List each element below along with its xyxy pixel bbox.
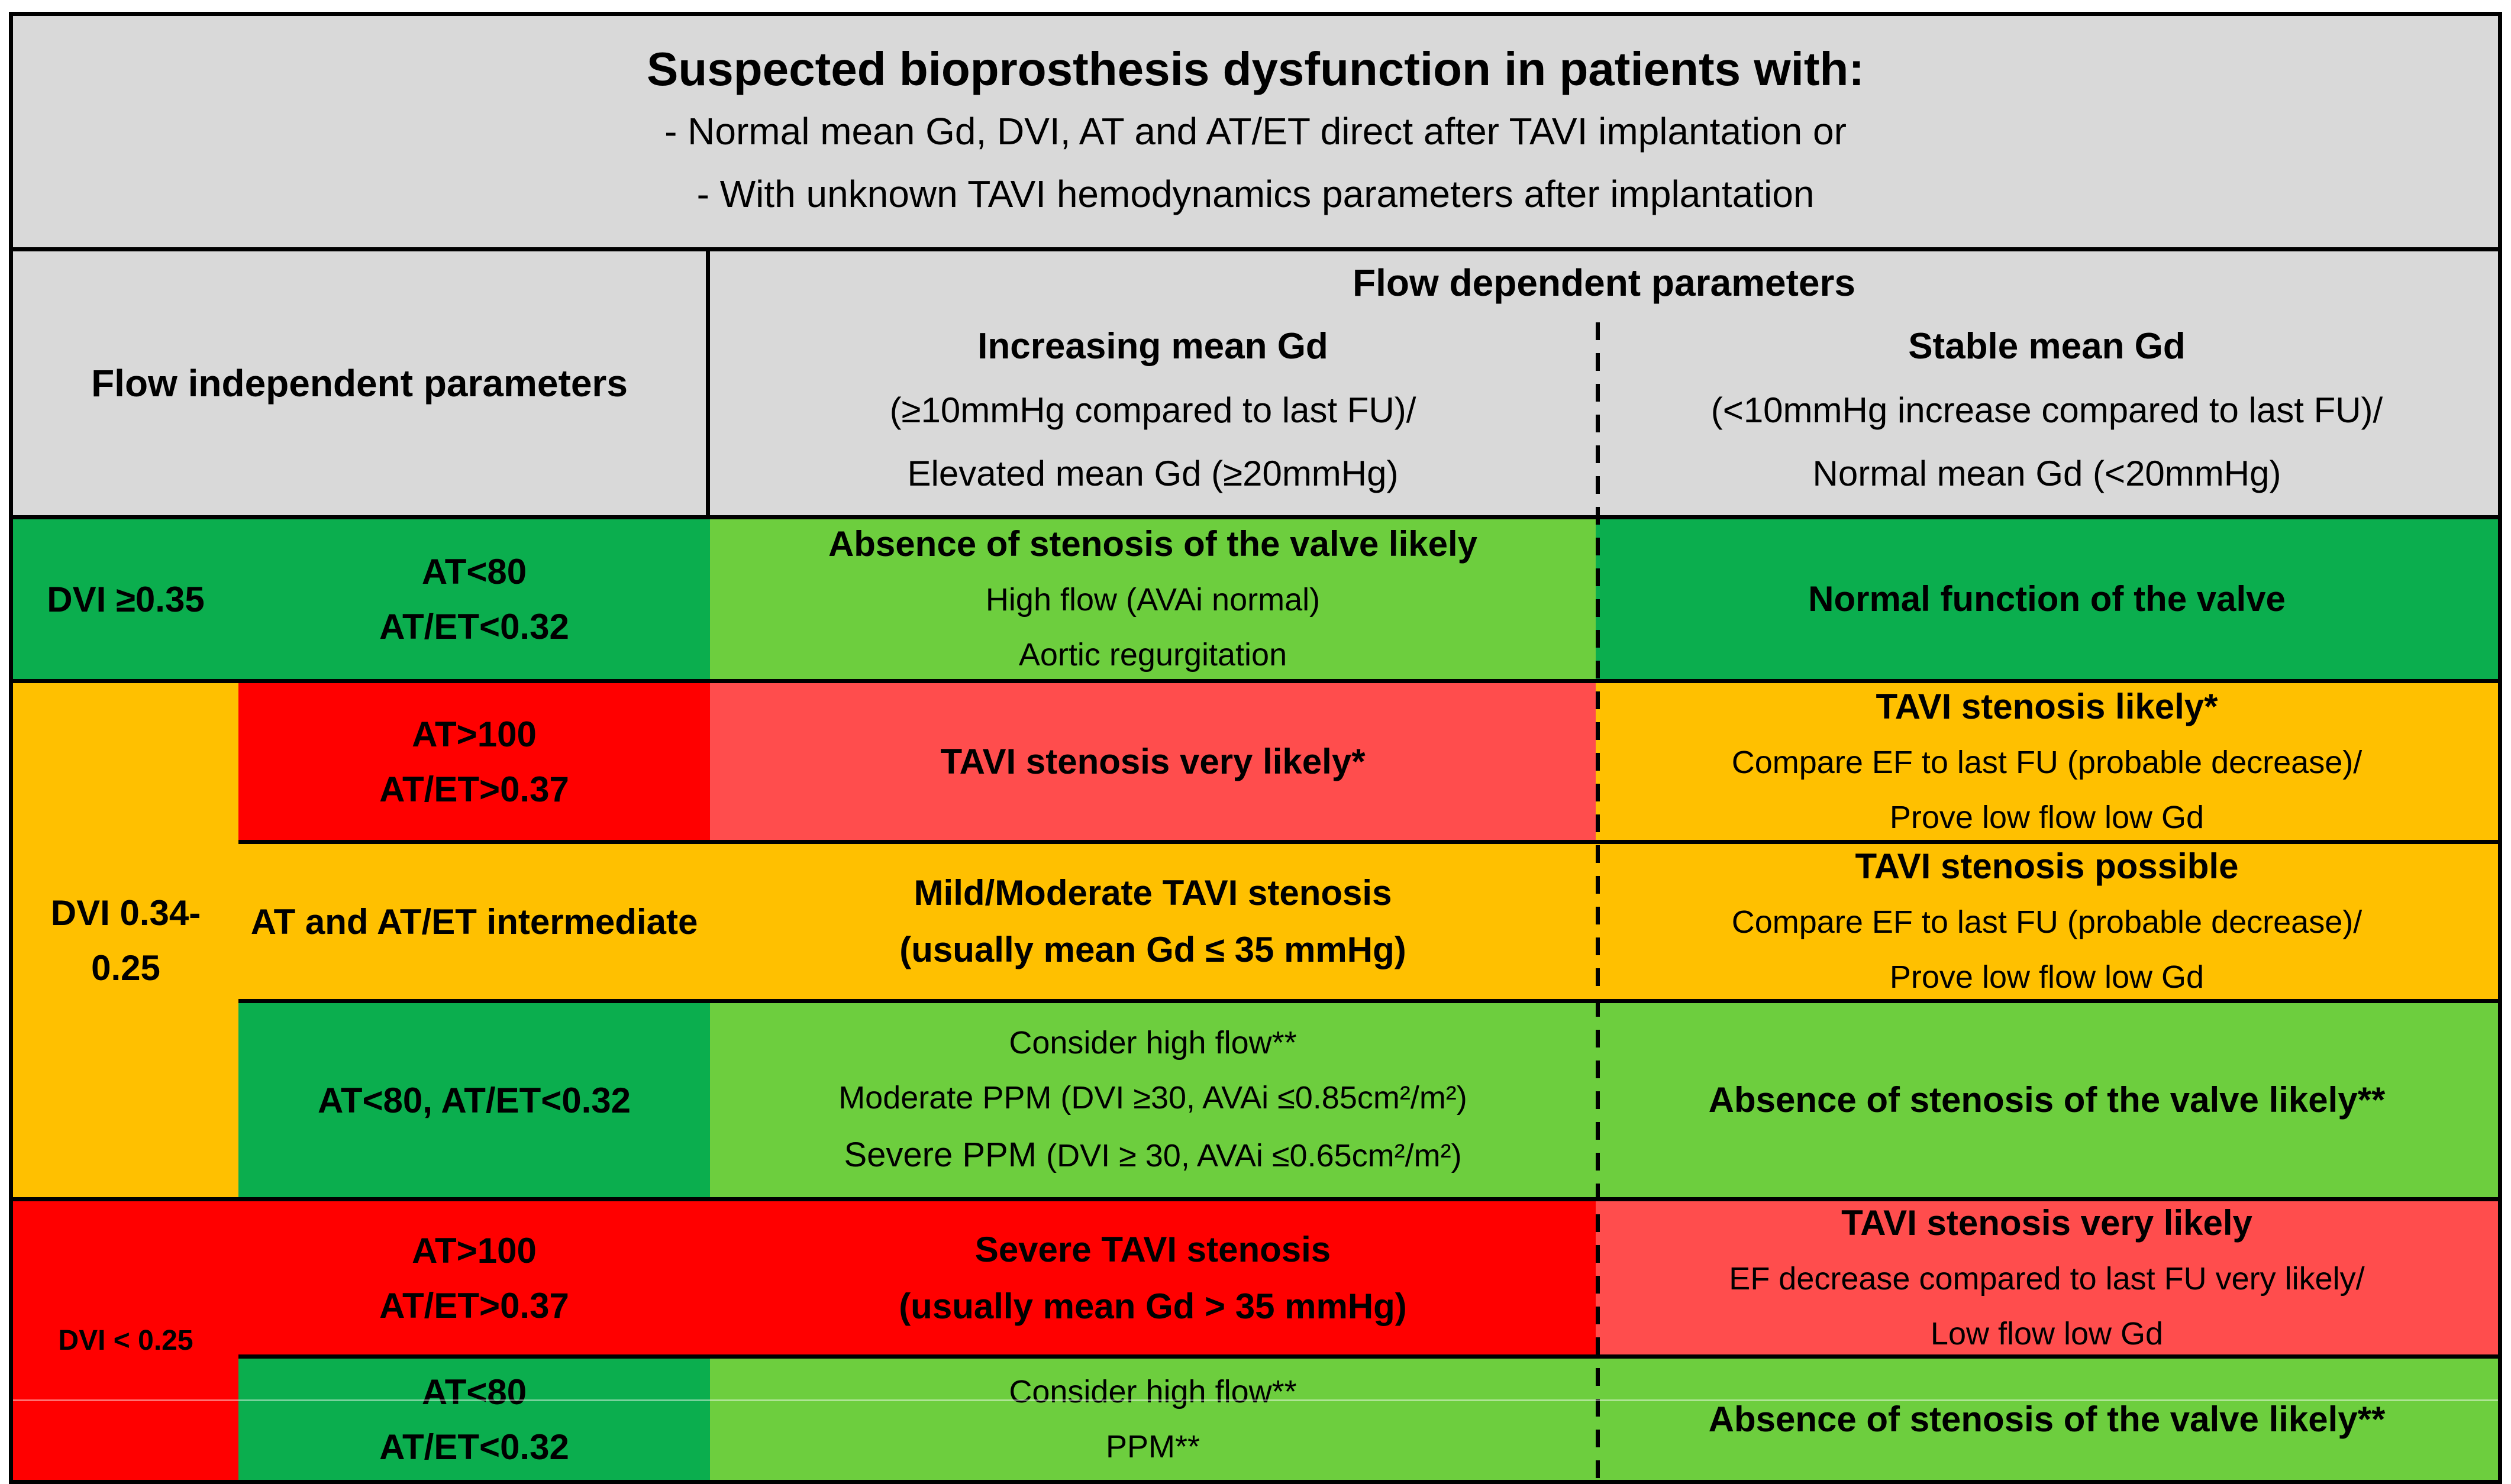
page-title: Suspected bioprosthesis dysfunction in p… <box>647 43 1864 96</box>
flow-dependent-label: Flow dependent parameters <box>1353 261 1855 304</box>
cell-r2a-at-criteria: AT>100 AT/ET>0.37 <box>238 683 710 844</box>
stable-gd-line3: Normal mean Gd (<20mmHg) <box>1812 454 2281 494</box>
dashed-column-divider <box>1596 322 1600 1480</box>
r3b-at-line1: AT<80 <box>421 1372 527 1412</box>
increasing-gd-line3: Elevated mean Gd (≥20mmHg) <box>907 454 1399 494</box>
cell-r2c-increasing-result: Consider high flow** Moderate PPM (DVI ≥… <box>710 1003 1596 1201</box>
r1-mid-line2: High flow (AVAi normal) <box>985 582 1321 618</box>
cell-r2b-increasing-result: Mild/Moderate TAVI stenosis (usually mea… <box>710 844 1596 1003</box>
header-stable-gd: Stable mean Gd (<10mmHg increase compare… <box>1596 305 2498 515</box>
r2-dvi-line1: DVI 0.34- <box>50 893 201 933</box>
cell-r3-dvi-label: DVI < 0.25 <box>13 1201 238 1480</box>
r2c-mid-line3-rest: (DVI ≥ 30, AVAi ≤0.65cm²/m²) <box>1046 1138 1462 1173</box>
cell-r2b-stable-result: TAVI stenosis possible Compare EF to las… <box>1596 844 2498 1003</box>
cell-r3b-stable-result: Absence of stenosis of the valve likely*… <box>1596 1359 2498 1480</box>
cell-r1-at-criteria: AT<80 AT/ET<0.32 <box>238 519 710 683</box>
increasing-gd-title: Increasing mean Gd <box>977 326 1328 367</box>
r3b-mid-line2: PPM** <box>1105 1428 1200 1464</box>
cell-r3b-at-criteria: AT<80 AT/ET<0.32 <box>238 1359 710 1480</box>
r2b-right-title: TAVI stenosis possible <box>1855 846 2239 887</box>
title-bullet-2: - With unknown TAVI hemodynamics paramet… <box>696 172 1815 215</box>
r1-mid-title: Absence of stenosis of the valve likely <box>828 524 1478 564</box>
cell-r1-increasing-result: Absence of stenosis of the valve likely … <box>710 519 1596 683</box>
flow-independent-label: Flow independent parameters <box>91 362 628 405</box>
flow-dependent-subheaders: Increasing mean Gd (≥10mmHg compared to … <box>710 305 2498 515</box>
stable-gd-title: Stable mean Gd <box>1908 326 2186 367</box>
stable-gd-line2: (<10mmHg increase compared to last FU)/ <box>1710 390 2383 431</box>
r2c-mid-line2: Moderate PPM (DVI ≥30, AVAi ≤0.85cm²/m²) <box>838 1080 1467 1116</box>
r3a-right-line3: Low flow low Gd <box>1930 1315 2164 1352</box>
cell-r3a-increasing-result: Severe TAVI stenosis (usually mean Gd > … <box>710 1201 1596 1359</box>
cell-r2b-at-criteria: AT and AT/ET intermediate <box>238 844 710 1003</box>
r2c-mid-line1: Consider high flow** <box>1009 1025 1297 1061</box>
title-block: Suspected bioprosthesis dysfunction in p… <box>13 16 2498 251</box>
r2b-right-line2: Compare EF to last FU (probable decrease… <box>1731 904 2362 940</box>
r2b-right-line3: Prove low flow low Gd <box>1889 959 2205 995</box>
r3a-right-line2: EF decrease compared to last FU very lik… <box>1729 1260 2365 1297</box>
r3b-right-title: Absence of stenosis of the valve likely*… <box>1708 1399 2386 1439</box>
r2b-mid-title: Mild/Moderate TAVI stenosis <box>914 873 1392 913</box>
cell-r2c-at-criteria: AT<80, AT/ET<0.32 <box>238 1003 710 1201</box>
cell-r1-stable-result: Normal function of the valve <box>1596 519 2498 683</box>
r2b-mid-line2: (usually mean Gd ≤ 35 mmHg) <box>899 930 1406 969</box>
cell-r3a-stable-result: TAVI stenosis very likely EF decrease co… <box>1596 1201 2498 1359</box>
r1-dvi-value: DVI ≥0.35 <box>47 579 205 619</box>
r2c-at-label: AT<80, AT/ET<0.32 <box>317 1080 631 1120</box>
cell-r2a-increasing-result: TAVI stenosis very likely* <box>710 683 1596 844</box>
cell-r2-dvi-label: DVI 0.34- 0.25 <box>13 683 238 1201</box>
decision-table: Suspected bioprosthesis dysfunction in p… <box>9 12 2502 1484</box>
r2-dvi-line2: 0.25 <box>91 948 160 988</box>
r2a-at-line2: AT/ET>0.37 <box>379 769 569 809</box>
increasing-gd-line2: (≥10mmHg compared to last FU)/ <box>889 390 1416 431</box>
r3-dvi-value: DVI < 0.25 <box>58 1325 193 1356</box>
r3a-mid-line2: (usually mean Gd > 35 mmHg) <box>899 1286 1407 1326</box>
r2c-mid-line3: Severe PPM (DVI ≥ 30, AVAi ≤0.65cm²/m²) <box>844 1126 1461 1185</box>
r2c-right-title: Absence of stenosis of the valve likely*… <box>1708 1080 2386 1120</box>
r1-mid-line3: Aortic regurgitation <box>1018 637 1287 673</box>
r2b-at-label: AT and AT/ET intermediate <box>250 901 698 942</box>
r2a-mid-title: TAVI stenosis very likely* <box>940 741 1366 781</box>
header-increasing-gd: Increasing mean Gd (≥10mmHg compared to … <box>710 305 1596 515</box>
r3a-at-line1: AT>100 <box>412 1230 537 1270</box>
r3a-at-line2: AT/ET>0.37 <box>379 1285 569 1325</box>
r2a-right-line3: Prove low flow low Gd <box>1889 799 2205 835</box>
r3a-right-title: TAVI stenosis very likely <box>1841 1202 2252 1243</box>
thin-row-divider-artifact <box>13 1399 2498 1401</box>
r3b-at-line2: AT/ET<0.32 <box>379 1427 569 1467</box>
r2a-right-line2: Compare EF to last FU (probable decrease… <box>1731 744 2362 780</box>
header-flow-dependent: Flow dependent parameters Increasing mea… <box>710 251 2498 519</box>
cell-r2a-stable-result: TAVI stenosis likely* Compare EF to last… <box>1596 683 2498 844</box>
cell-r3b-increasing-result: Consider high flow** PPM** <box>710 1359 1596 1480</box>
cell-r2c-stable-result: Absence of stenosis of the valve likely*… <box>1596 1003 2498 1201</box>
r3b-mid-line1: Consider high flow** <box>1009 1373 1297 1409</box>
header-flow-independent: Flow independent parameters <box>13 251 710 519</box>
r1-at-line1: AT<80 <box>421 552 527 591</box>
r2c-mid-line3-lead: Severe PPM <box>844 1136 1047 1174</box>
r3a-mid-title: Severe TAVI stenosis <box>974 1229 1331 1269</box>
r2a-at-line1: AT>100 <box>412 714 537 754</box>
title-bullet-1: - Normal mean Gd, DVI, AT and AT/ET dire… <box>664 110 1847 153</box>
cell-r3a-at-criteria: AT>100 AT/ET>0.37 <box>238 1201 710 1359</box>
r1-at-line2: AT/ET<0.32 <box>379 607 569 646</box>
cell-r1-dvi-label: DVI ≥0.35 <box>13 519 238 683</box>
r2a-right-title: TAVI stenosis likely* <box>1876 686 2218 726</box>
r1-right-title: Normal function of the valve <box>1808 579 2286 619</box>
